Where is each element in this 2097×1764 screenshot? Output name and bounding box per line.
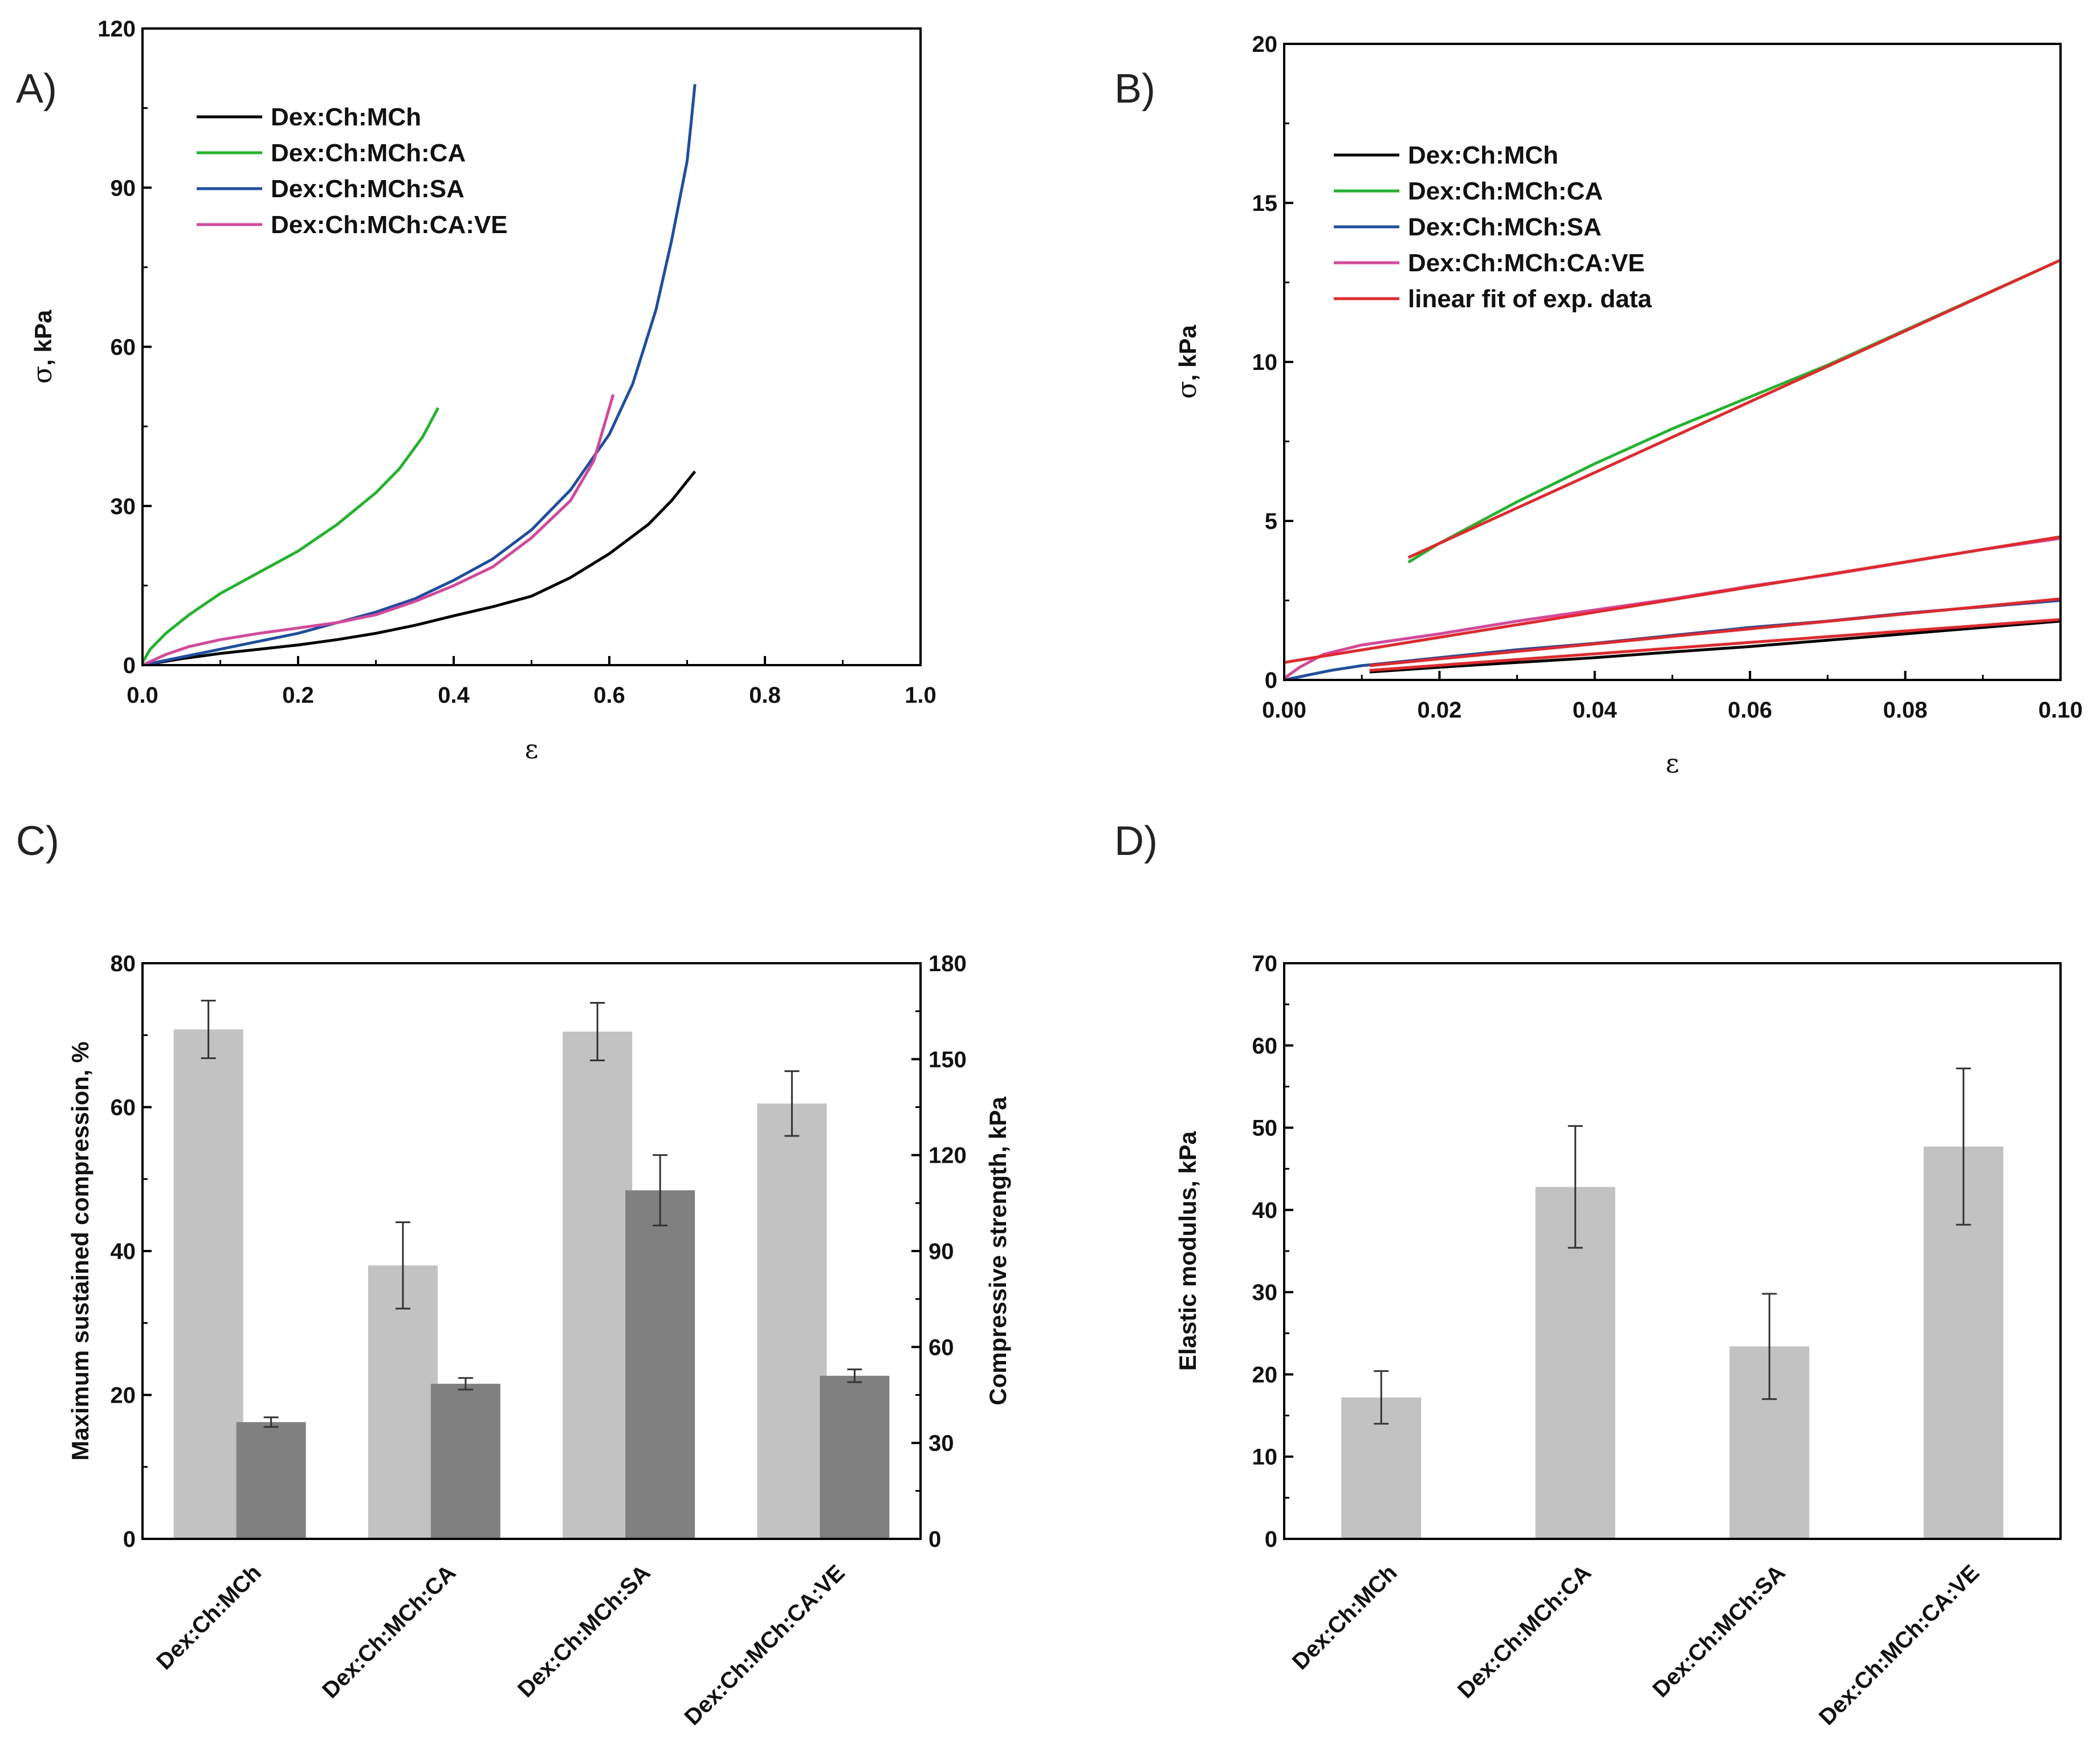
b-x-tick-label: 0.00 bbox=[1262, 698, 1306, 723]
b-y-tick-label: 15 bbox=[1252, 191, 1278, 216]
c-y-tick-label: 40 bbox=[111, 1239, 136, 1264]
a-legend-label-1: Dex:Ch:MCh:CA bbox=[271, 139, 466, 167]
c-bar-1-1 bbox=[430, 1383, 500, 1539]
chart-a: 0 30 60 90 120 0.0 0.2 0.4 0.6 0.8 1.0 ε σ, kPa Dex:C… bbox=[27, 17, 936, 764]
d-y-tick-label: 20 bbox=[1252, 1362, 1278, 1387]
b-legend-label-4: linear fit of exp. data bbox=[1408, 285, 1652, 313]
a-y-axis-unit: , kPa bbox=[30, 309, 56, 366]
c-bar-0-1 bbox=[368, 1265, 438, 1539]
c-y2-axis-title: Compressive strength, kPa bbox=[984, 1097, 1011, 1406]
d-y-tick-label: 40 bbox=[1252, 1198, 1278, 1223]
a-series-line-0 bbox=[142, 470, 697, 667]
a-y-tick-label: 0 bbox=[123, 653, 136, 678]
b-x-tick-label: 0.10 bbox=[2038, 698, 2083, 723]
b-x-axis-title: ε bbox=[1666, 748, 1679, 779]
b-fit-line-2 bbox=[1369, 618, 2061, 672]
a-x-tick-label: 0.4 bbox=[438, 683, 470, 708]
b-x-tick-label: 0.06 bbox=[1728, 698, 1772, 723]
a-y-tick-label: 120 bbox=[97, 17, 136, 42]
a-series-line-2 bbox=[142, 84, 697, 667]
b-legend-label-3: Dex:Ch:MCh:CA:VE bbox=[1408, 249, 1645, 277]
d-y-tick-label: 70 bbox=[1252, 951, 1278, 976]
b-series-line-0 bbox=[1369, 620, 2061, 674]
a-x-tick-label: 1.0 bbox=[905, 683, 936, 708]
a-series-line-1 bbox=[141, 407, 439, 663]
b-x-tick-label: 0.08 bbox=[1883, 698, 1928, 723]
c-y2-tick-label: 60 bbox=[929, 1335, 954, 1360]
c-bar-1-0 bbox=[236, 1422, 306, 1539]
panel-c-label: C) bbox=[16, 818, 59, 864]
b-x-tick-label: 0.02 bbox=[1417, 698, 1461, 723]
d-y-tick-label: 10 bbox=[1252, 1445, 1278, 1470]
a-y-axis-title: σ, kPa bbox=[27, 309, 58, 384]
b-y-tick-label: 5 bbox=[1265, 509, 1277, 534]
panel-b-label: B) bbox=[1114, 66, 1155, 112]
b-y-tick-label: 20 bbox=[1252, 32, 1278, 57]
chart-b: 0 5 10 15 20 0.00 0.02 0.04 0.06 0.08 0.10 ε σ, kPa D… bbox=[1171, 32, 2083, 779]
c-y-tick-label: 60 bbox=[111, 1095, 136, 1121]
b-legend-label-1: Dex:Ch:MCh:CA bbox=[1408, 177, 1603, 205]
d-y-tick-label: 0 bbox=[1265, 1527, 1277, 1552]
c-bar-0-3 bbox=[757, 1103, 827, 1539]
a-x-tick-label: 0.6 bbox=[593, 683, 625, 708]
a-y-tick-label: 90 bbox=[111, 176, 136, 201]
b-y-axis-title: σ, kPa bbox=[1171, 325, 1202, 399]
d-y-tick-label: 60 bbox=[1252, 1033, 1278, 1058]
a-x-axis-title: ε bbox=[525, 734, 539, 764]
a-legend-label-3: Dex:Ch:MCh:CA:VE bbox=[271, 211, 508, 239]
b-y-tick-label: 0 bbox=[1265, 668, 1277, 693]
a-x-tick-label: 0.8 bbox=[749, 683, 781, 708]
c-bar-1-2 bbox=[625, 1190, 695, 1539]
b-y-axis-unit: , kPa bbox=[1174, 325, 1201, 381]
d-y-tick-label: 50 bbox=[1252, 1116, 1278, 1141]
a-y-tick-label: 30 bbox=[111, 494, 136, 519]
c-y2-tick-label: 150 bbox=[929, 1047, 967, 1072]
b-y-tick-label: 10 bbox=[1252, 350, 1278, 375]
c-bar-0-0 bbox=[173, 1029, 243, 1539]
c-y-tick-label: 0 bbox=[123, 1527, 136, 1552]
b-legend-label-0: Dex:Ch:MCh bbox=[1408, 141, 1558, 169]
panel-a-label: A) bbox=[16, 66, 57, 112]
a-y-axis-symbol: σ bbox=[27, 366, 58, 384]
c-y2-tick-label: 120 bbox=[929, 1143, 967, 1168]
c-y-tick-label: 80 bbox=[111, 951, 136, 976]
a-x-tick-label: 0.0 bbox=[127, 683, 158, 708]
c-y-axis-title: Maximum sustained compression, % bbox=[67, 1041, 93, 1460]
a-legend-label-2: Dex:Ch:MCh:SA bbox=[271, 175, 465, 203]
b-legend-label-2: Dex:Ch:MCh:SA bbox=[1408, 213, 1602, 241]
b-fit-line-0 bbox=[1369, 597, 2061, 667]
c-bar-1-3 bbox=[820, 1375, 890, 1539]
c-y2-tick-label: 90 bbox=[929, 1239, 954, 1264]
b-x-tick-label: 0.04 bbox=[1573, 698, 1618, 723]
b-series-line-4 bbox=[1407, 259, 2062, 559]
a-legend-label-0: Dex:Ch:MCh bbox=[271, 103, 421, 131]
d-y-tick-label: 30 bbox=[1252, 1280, 1278, 1305]
panel-d-label: D) bbox=[1114, 818, 1158, 864]
c-y2-tick-label: 30 bbox=[929, 1431, 954, 1456]
d-y-axis-title: Elastic modulus, kPa bbox=[1174, 1131, 1201, 1371]
a-y-tick-label: 60 bbox=[111, 335, 136, 360]
b-fit-line-1 bbox=[1284, 535, 2061, 664]
c-y2-tick-label: 180 bbox=[929, 951, 967, 976]
c-y2-tick-label: 0 bbox=[929, 1527, 941, 1552]
c-y-tick-label: 20 bbox=[111, 1383, 136, 1408]
a-series-line-3 bbox=[141, 394, 615, 667]
a-x-tick-label: 0.2 bbox=[282, 683, 314, 708]
c-bar-0-2 bbox=[563, 1031, 633, 1539]
b-y-axis-symbol: σ bbox=[1171, 381, 1202, 398]
